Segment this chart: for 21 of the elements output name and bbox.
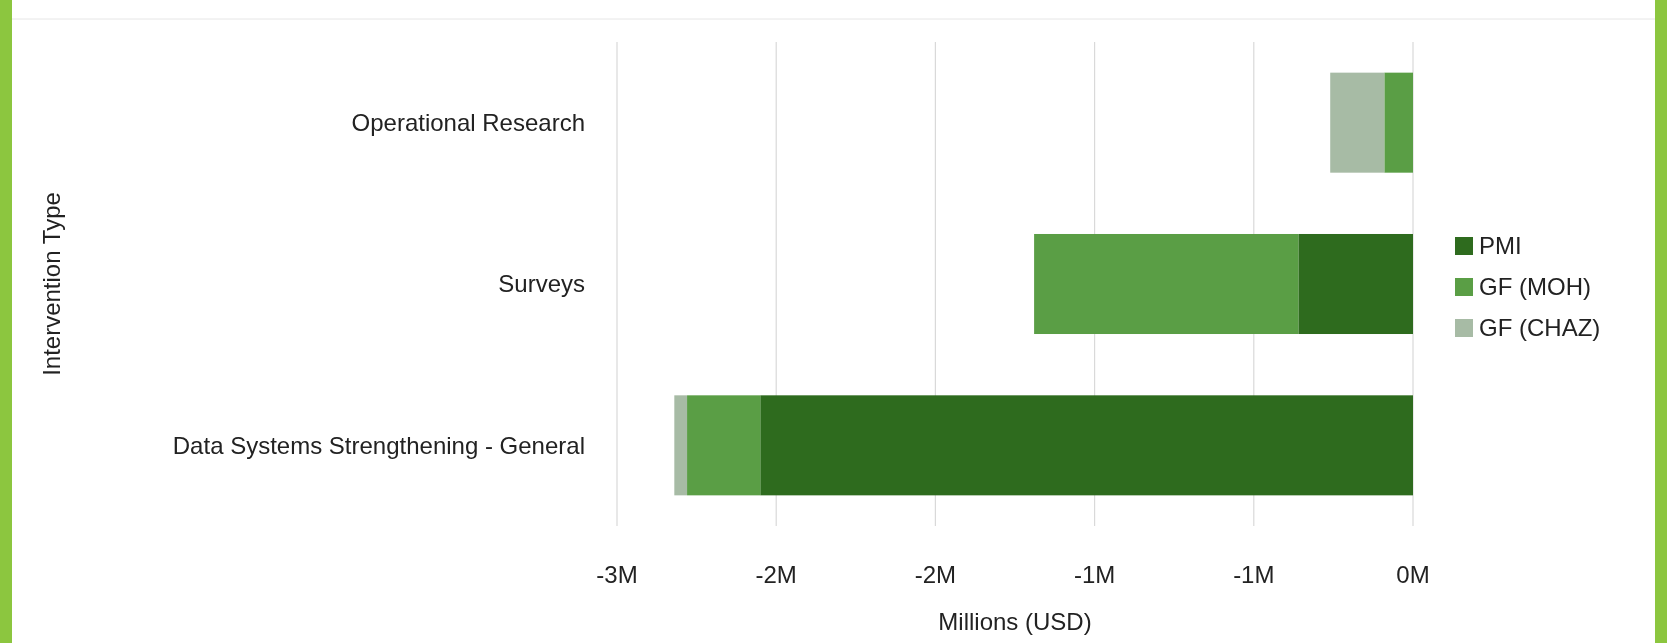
bar: [1298, 233, 1413, 335]
x-tick-label: -1M: [1233, 561, 1275, 588]
y-axis-title: Intervention Type: [38, 192, 65, 376]
legend-label: PMI: [1479, 232, 1522, 260]
x-tick-label: -3M: [596, 561, 638, 588]
x-tick-label: -2M: [914, 561, 957, 588]
bar: [760, 395, 1413, 496]
x-axis-title: Millions (USD): [938, 608, 1092, 635]
bar: [674, 395, 688, 496]
x-tick-label: 0M: [1396, 561, 1430, 588]
y-tick-label: Data Systems Strengthening - General: [172, 431, 585, 459]
bar: [1384, 72, 1413, 173]
x-tick-label: -2M: [755, 561, 797, 588]
y-tick-label: Surveys: [498, 270, 585, 298]
legend-label: GF (CHAZ): [1479, 314, 1601, 342]
bar: [1034, 233, 1299, 335]
x-tick-label: -1M: [1073, 561, 1116, 588]
y-tick-label: Operational Research: [351, 109, 585, 137]
bar: [1330, 72, 1385, 173]
legend-label: GF (MOH): [1479, 273, 1591, 301]
bar: [687, 395, 761, 496]
